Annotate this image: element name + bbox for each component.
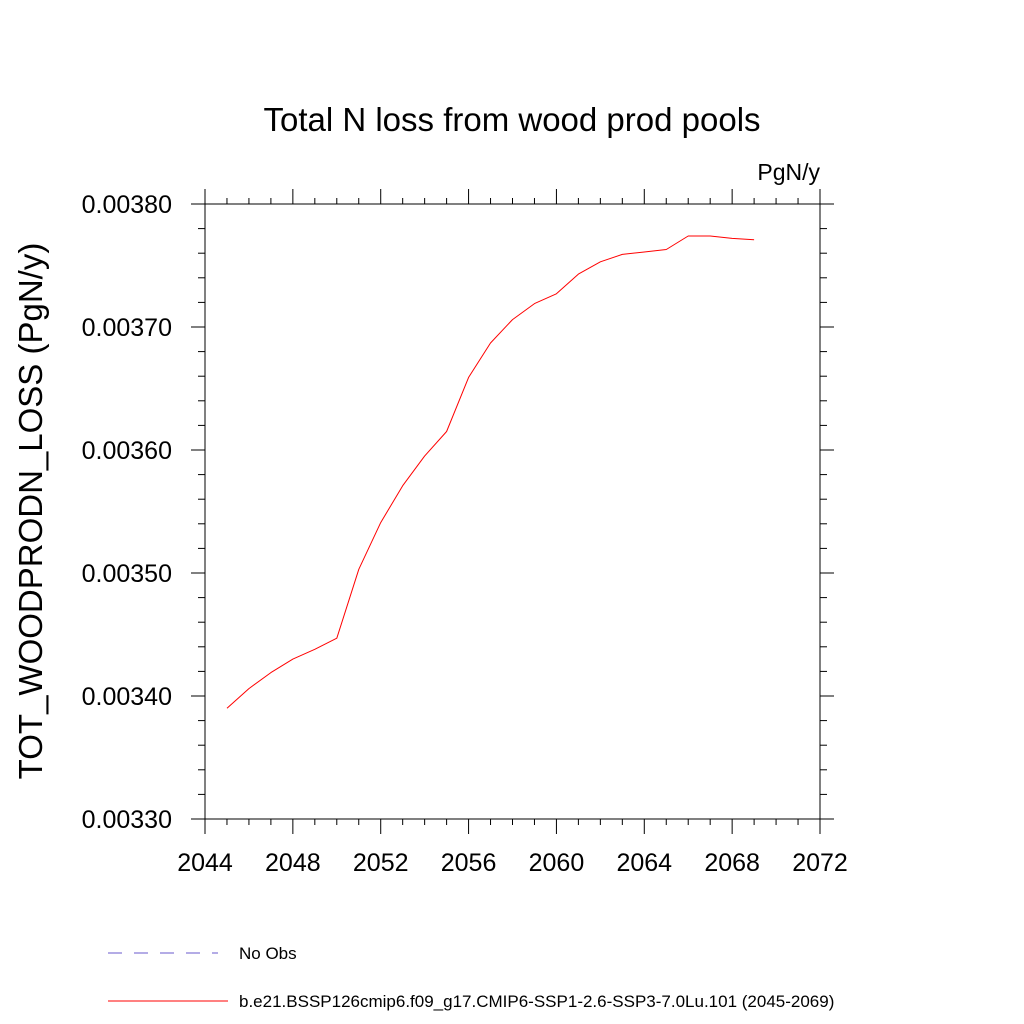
y-tick-label: 0.00380	[82, 191, 172, 219]
series-group	[226, 235, 755, 709]
x-axis-ticks: 2044 2048 2052 2056 2060 2064 2068 2072	[177, 189, 848, 877]
plot-frame	[204, 203, 821, 820]
x-tick-label: 2060	[529, 849, 585, 877]
x-tick-label: 2072	[792, 849, 848, 877]
legend-label-no-obs: No Obs	[239, 944, 297, 963]
x-tick-label: 2048	[265, 849, 321, 877]
legend: No Obs b.e21.BSSP126cmip6.f09_g17.CMIP6-…	[108, 944, 834, 1011]
y-tick-label: 0.00340	[82, 683, 172, 711]
series-line	[226, 235, 755, 709]
chart-title: Total N loss from wood prod pools	[263, 101, 760, 138]
x-tick-label: 2052	[353, 849, 409, 877]
x-tick-label: 2056	[441, 849, 497, 877]
x-tick-label: 2064	[616, 849, 672, 877]
legend-label-model-run: b.e21.BSSP126cmip6.f09_g17.CMIP6-SSP1-2.…	[239, 992, 834, 1011]
y-axis-label: TOT_WOODPRODN_LOSS (PgN/y)	[12, 243, 49, 780]
y-tick-label: 0.00360	[82, 437, 172, 465]
units-label: PgN/y	[757, 159, 820, 185]
y-axis-ticks: 0.00330 0.00340 0.00350 0.00360 0.00370 0.003…	[82, 191, 834, 834]
x-tick-label: 2068	[704, 849, 760, 877]
y-tick-label: 0.00370	[82, 314, 172, 342]
y-tick-label: 0.00330	[82, 806, 172, 834]
x-tick-label: 2044	[177, 849, 233, 877]
y-tick-label: 0.00350	[82, 560, 172, 588]
